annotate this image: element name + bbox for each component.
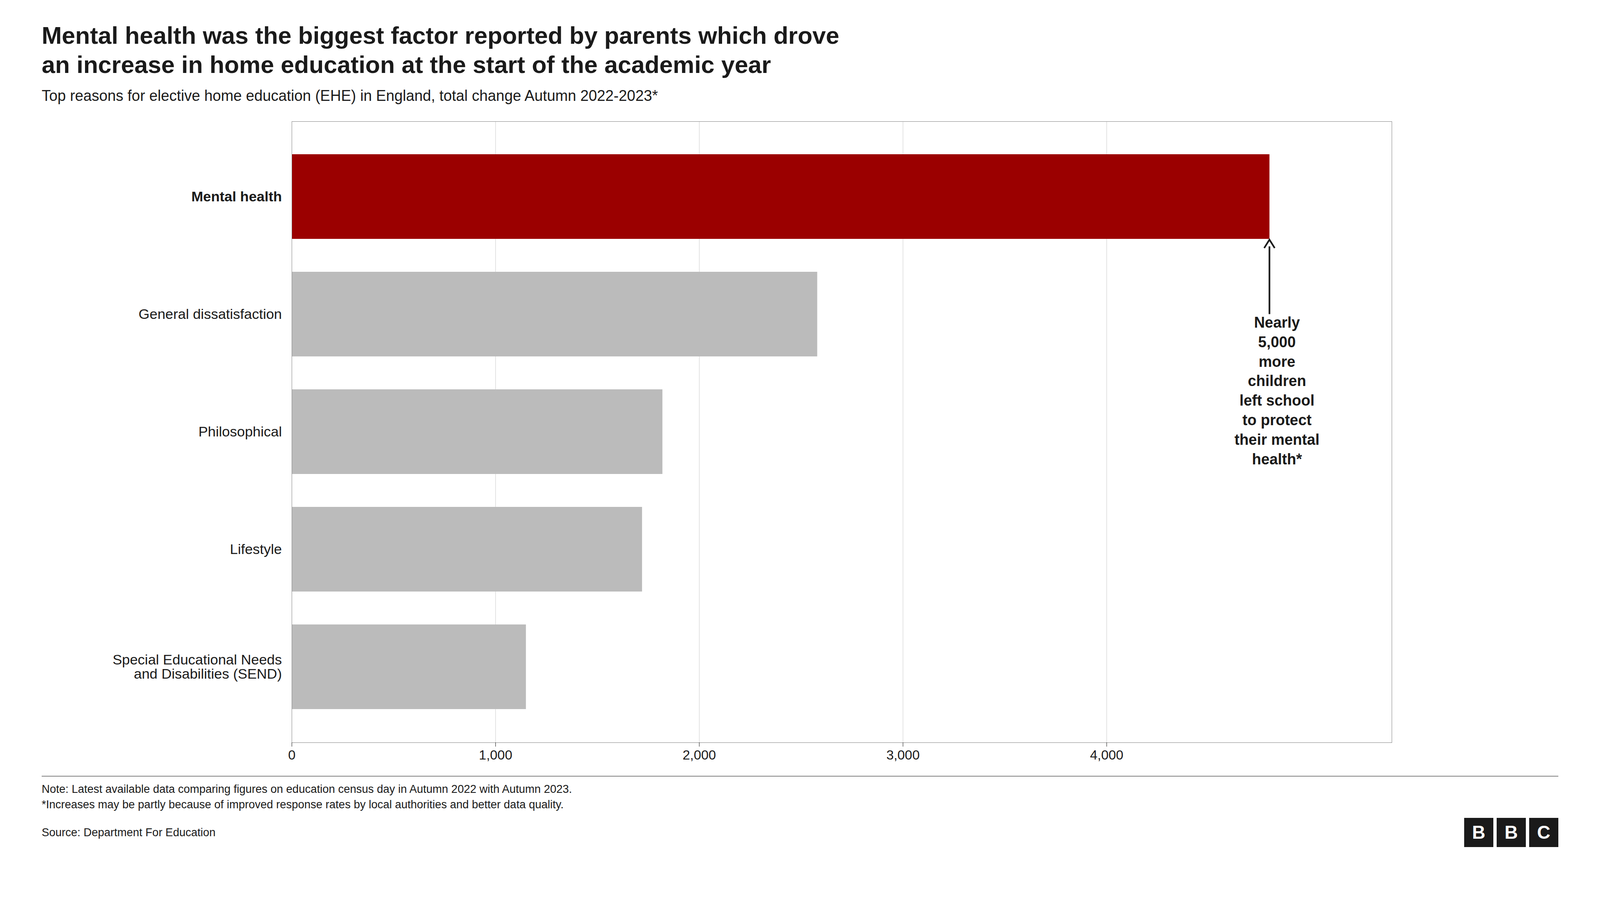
svg-text:Special Educational Needsand D: Special Educational Needsand Disabilitie…	[112, 651, 282, 682]
svg-text:1,000: 1,000	[478, 747, 513, 763]
svg-text:0: 0	[288, 747, 296, 763]
svg-text:4,000: 4,000	[1090, 747, 1124, 763]
html-text:B: B	[1472, 821, 1486, 843]
html-text:Top reasons for elective home: Top reasons for elective home education …	[41, 87, 658, 105]
svg-text:Mental health: Mental health	[191, 188, 282, 205]
html-text:Mental health was the biggest: Mental health was the biggest factor rep…	[41, 21, 840, 78]
svg-text:Nearly5,000morechildrenleft sc: Nearly5,000morechildrenleft schoolto pro…	[1234, 313, 1320, 468]
html-text:Source: Department For Educati: Source: Department For Education	[41, 825, 216, 839]
html-text:B: B	[1504, 821, 1518, 843]
svg-text:Philosophical: Philosophical	[198, 423, 282, 440]
svg-text:2,000: 2,000	[682, 747, 716, 763]
svg-text:Lifestyle: Lifestyle	[230, 540, 283, 557]
svg-text:3,000: 3,000	[886, 747, 920, 763]
html-text:C: C	[1537, 821, 1551, 843]
svg-text:General dissatisfaction: General dissatisfaction	[138, 305, 283, 322]
html-text:Note: Latest available data co: Note: Latest available data comparing fi…	[41, 782, 572, 796]
html-text:*Increases may be partly becau: *Increases may be partly because of impr…	[41, 797, 564, 811]
